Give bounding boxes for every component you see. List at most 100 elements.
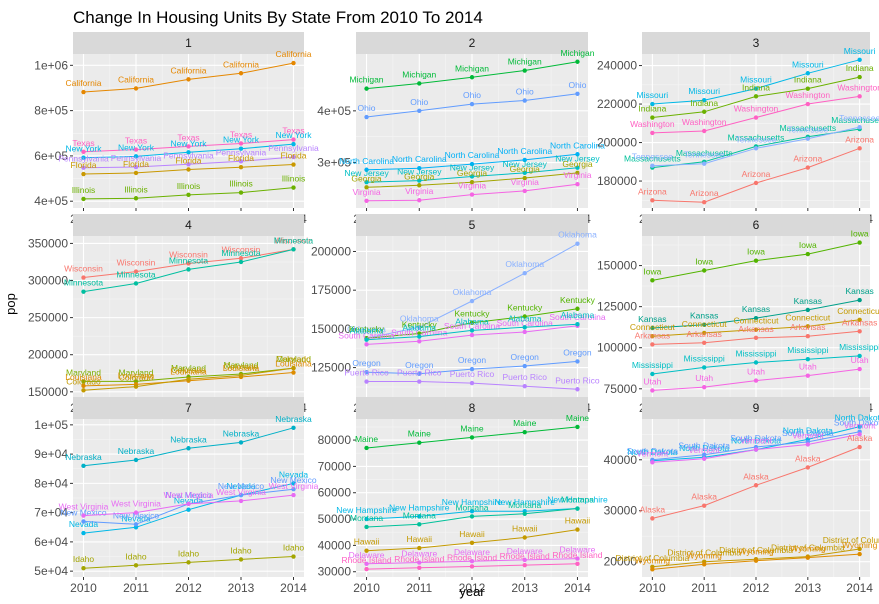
data-label: Kansas	[690, 311, 718, 321]
data-point	[417, 339, 422, 344]
data-label: Nebraska	[65, 452, 102, 462]
data-label: Nevada	[174, 496, 204, 506]
data-point	[238, 165, 244, 170]
data-label: Florida	[123, 159, 149, 169]
data-label: Georgia	[510, 164, 541, 174]
facet-strip	[642, 32, 870, 54]
data-point	[857, 432, 862, 437]
data-label: Oklahoma	[558, 230, 597, 240]
data-point	[701, 109, 707, 114]
data-label: Arkansas	[790, 322, 825, 332]
data-label: New York	[171, 138, 208, 148]
data-label: Vermont	[844, 420, 876, 430]
series-iowa: Iowa Iowa Iowa Iowa Iowa	[643, 229, 869, 283]
data-point	[857, 94, 862, 99]
series-mississippi: Mississippi Mississippi Mississippi Mississ…	[632, 342, 879, 377]
y-tick-label: 40000	[604, 453, 638, 467]
data-point	[291, 481, 296, 486]
data-label: Nevada	[69, 519, 99, 529]
data-label: Kentucky	[402, 320, 438, 330]
data-label: Louisiana	[118, 370, 155, 380]
data-label: Montana	[455, 502, 488, 512]
data-point	[291, 554, 296, 559]
y-tick-label: 250000	[28, 311, 68, 325]
y-tick-label: 200000	[311, 244, 351, 258]
data-label: Maryland	[66, 367, 101, 377]
data-point	[522, 98, 527, 103]
data-point	[522, 188, 527, 194]
y-tick-label: 7e+04	[34, 506, 68, 520]
series-missouri: Missouri Missouri Missouri Missouri Missouri	[637, 46, 876, 107]
data-label: North Dakota	[783, 425, 833, 435]
data-point	[650, 460, 655, 465]
data-point	[469, 514, 475, 519]
data-point	[238, 190, 244, 195]
x-tick-label: 2012	[743, 581, 770, 595]
data-point	[753, 447, 759, 452]
data-label: Tennessee	[632, 152, 673, 162]
data-point	[753, 115, 759, 120]
data-point	[81, 513, 86, 518]
data-label: Connecticut	[734, 316, 780, 326]
data-label: Minnesota	[169, 255, 208, 265]
facet-strip-label: 1	[185, 36, 192, 50]
data-point	[81, 379, 86, 384]
data-label: New Jersey	[503, 159, 548, 169]
data-point	[522, 157, 527, 163]
data-point	[575, 359, 580, 364]
data-point	[805, 324, 811, 329]
data-label: New Hampshire	[494, 497, 555, 507]
data-label: Mississippi	[787, 345, 828, 355]
data-point	[575, 165, 580, 170]
series-vermont: Vermont Vermont Vermont Vermont Vermont	[637, 420, 876, 465]
data-point	[575, 170, 580, 176]
data-point	[857, 444, 862, 450]
data-point	[857, 317, 862, 322]
data-label: Indiana	[742, 82, 770, 92]
data-point	[575, 561, 580, 567]
data-point	[133, 86, 139, 91]
data-label: Utah	[643, 376, 661, 386]
data-point	[575, 322, 580, 327]
data-label: New Mexico	[113, 510, 160, 520]
x-tick-label: 2014	[564, 581, 591, 595]
data-label: West Virginia	[59, 502, 109, 512]
data-label: Iowa	[747, 247, 765, 257]
data-point	[364, 516, 369, 522]
data-point	[81, 566, 86, 571]
data-label: Illinois	[124, 184, 148, 194]
data-label: North Carolina	[497, 146, 552, 156]
data-label: Kentucky	[455, 309, 491, 319]
data-point	[133, 457, 139, 463]
data-point	[805, 86, 811, 91]
data-label: Rhode Island	[552, 550, 602, 560]
facet-panel-7: 7 5e+04 6e+04 7e+04 8e+04 9e+04 1e+05 2010 2011 2…	[34, 397, 319, 595]
data-point	[753, 94, 759, 99]
facet-strip	[642, 397, 870, 419]
data-point	[753, 378, 759, 383]
data-point	[364, 167, 369, 172]
y-tick-label: 100000	[597, 341, 637, 355]
data-point	[650, 198, 655, 203]
data-label: New Jersey	[397, 167, 442, 177]
data-point	[291, 492, 296, 498]
data-label: Wisconsin	[169, 249, 208, 259]
data-label: Texas	[125, 136, 147, 146]
data-label: Colorado	[66, 376, 101, 386]
data-label: Idaho	[283, 543, 305, 553]
data-label: Tennessee	[839, 113, 879, 123]
data-point	[753, 258, 759, 263]
data-point	[522, 562, 527, 568]
y-tick-label: 350000	[28, 236, 68, 250]
series-california: California California California California…	[66, 49, 312, 95]
data-label: Virginia	[563, 170, 591, 180]
data-point	[291, 425, 296, 430]
y-tick-label: 220000	[597, 97, 637, 111]
data-label: Vermont	[792, 430, 824, 440]
data-point	[364, 379, 369, 384]
data-label: Maryland	[119, 367, 154, 377]
data-point	[575, 506, 580, 511]
series-puerto-rico: Puerto Rico Puerto Rico Puerto Rico Puerto …	[344, 368, 600, 392]
